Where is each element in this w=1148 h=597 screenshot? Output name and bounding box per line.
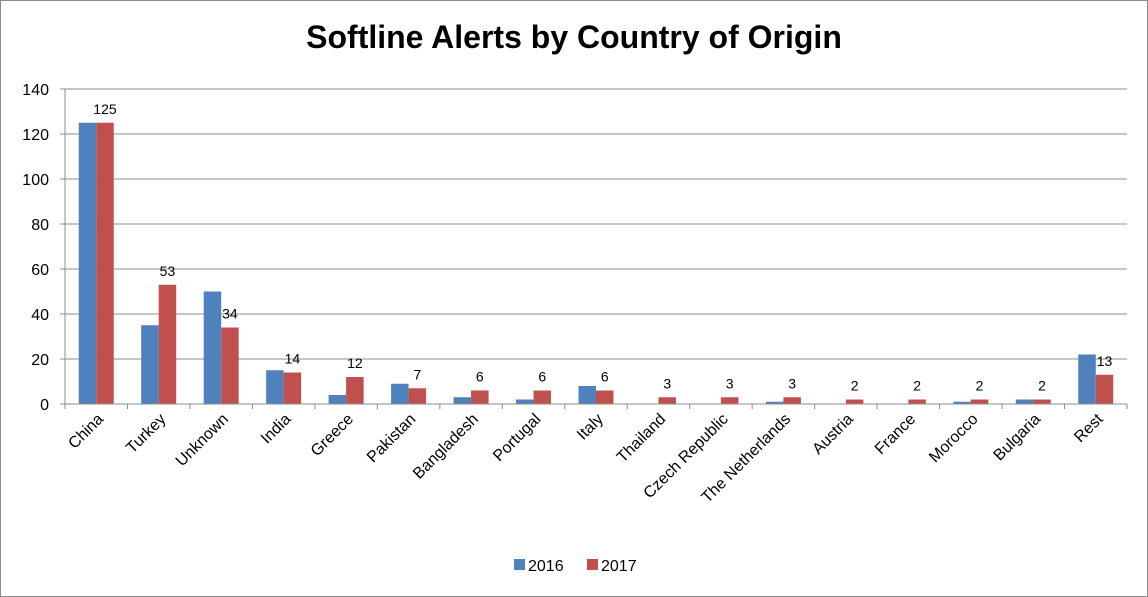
category-label: Italy: [574, 411, 607, 444]
legend-label-2016: 2016: [528, 558, 564, 575]
category-label: China: [65, 411, 107, 453]
bar-2016-morocco: [953, 401, 971, 404]
data-label: 12: [347, 355, 363, 371]
bar-2017-rest: [1095, 374, 1114, 404]
bar-2017-bulgaria: [1033, 399, 1051, 404]
bar-2017-portugal: [533, 390, 552, 404]
bar-2017-italy: [596, 390, 614, 404]
bar-2016-portugal: [516, 399, 534, 404]
data-label: 6: [476, 369, 484, 385]
data-label: 14: [285, 351, 301, 367]
bar-2017-unknown: [221, 327, 239, 404]
bar-2017-thailand: [658, 397, 676, 404]
bar-2017-india: [283, 372, 302, 404]
category-label: Austria: [809, 411, 856, 458]
data-label: 7: [413, 366, 421, 382]
legend: 2016 2017: [514, 558, 637, 575]
bar-2016-unknown: [203, 291, 222, 404]
bar-2016-pakistan: [391, 383, 409, 404]
data-label: 6: [538, 369, 546, 385]
bar-2016-china: [78, 122, 97, 404]
bar-2017-morocco: [970, 399, 989, 404]
category-label: Thailand: [614, 411, 669, 466]
category-label: France: [872, 411, 919, 458]
bar-2016-bulgaria: [1015, 399, 1034, 404]
y-tick-label: 20: [31, 352, 49, 369]
bar-2017-france: [908, 399, 926, 404]
legend-label-2017: 2017: [601, 558, 637, 575]
y-tick-label: 60: [31, 262, 49, 279]
bar-2017-czech-republic: [720, 397, 739, 404]
bar-2016-the-netherlands: [765, 401, 784, 404]
bar-2016-rest: [1078, 354, 1096, 404]
category-label: Rest: [1071, 410, 1107, 446]
data-label: 2: [976, 378, 984, 394]
legend-swatch-2017: [587, 559, 598, 570]
category-label: Turkey: [123, 411, 169, 457]
bar-2017-bangladesh: [471, 390, 489, 404]
data-label: 2: [913, 378, 921, 394]
data-label: 3: [788, 375, 796, 391]
category-label: Unknown: [173, 411, 232, 470]
gridlines: [65, 88, 1127, 360]
category-label: Pakistan: [364, 411, 419, 466]
bar-2016-turkey: [141, 325, 159, 404]
bars: [78, 122, 1114, 404]
bar-2017-austria: [845, 399, 864, 404]
bar-2017-turkey: [158, 284, 177, 404]
category-label: Bangladesh: [410, 411, 482, 483]
data-label: 13: [1097, 353, 1113, 369]
y-tick-label: 100: [22, 172, 49, 189]
chart-title: Softline Alerts by Country of Origin: [306, 19, 842, 55]
y-tick-label: 40: [31, 307, 49, 324]
data-label: 2: [851, 378, 859, 394]
category-label: India: [258, 411, 295, 448]
category-label: Portugal: [490, 411, 544, 465]
category-label: Morocco: [926, 411, 981, 466]
labels: 125 53 34 14 12 7 6 6 6 3 3 3 2 2 2 2 13 China Turkey Unkno…: [65, 101, 1112, 507]
bar-2017-china: [96, 122, 114, 404]
data-label: 34: [222, 306, 238, 322]
data-label: 53: [160, 263, 176, 279]
bar-2017-the-netherlands: [783, 397, 801, 404]
axes: 0 20 40 60 80 100 120 140: [22, 82, 1128, 414]
legend-swatch-2016: [514, 559, 525, 570]
y-tick-label: 120: [22, 127, 49, 144]
y-tick-label: 0: [40, 397, 49, 414]
bar-2017-pakistan: [408, 388, 427, 404]
data-label: 3: [663, 375, 671, 391]
data-label: 3: [726, 375, 734, 391]
bar-2016-greece: [328, 395, 347, 404]
data-label: 2: [1038, 378, 1046, 394]
bar-2017-greece: [346, 377, 364, 404]
y-tick-label: 80: [31, 217, 49, 234]
category-label: Bulgaria: [991, 411, 1045, 465]
bar-2016-india: [266, 370, 284, 404]
bar-2016-bangladesh: [453, 397, 472, 404]
bar-2016-italy: [578, 386, 596, 404]
data-label: 125: [93, 101, 117, 117]
data-label: 6: [601, 369, 609, 385]
category-label: Greece: [308, 411, 357, 460]
y-tick-label: 140: [22, 82, 49, 99]
